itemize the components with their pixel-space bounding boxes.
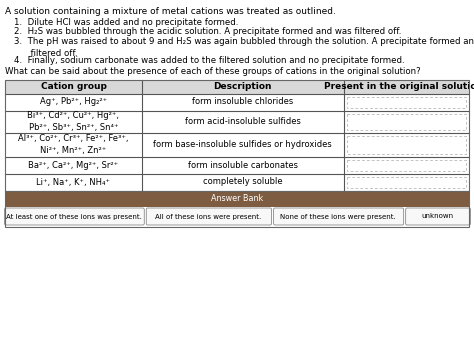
- Bar: [5, 80, 469, 191]
- Text: A solution containing a mixture of metal cations was treated as outlined.: A solution containing a mixture of metal…: [5, 7, 336, 16]
- Text: At least one of these ions was present.: At least one of these ions was present.: [6, 213, 142, 219]
- Bar: [5, 133, 469, 156]
- FancyBboxPatch shape: [4, 208, 144, 225]
- FancyBboxPatch shape: [406, 208, 471, 225]
- Text: Li⁺, Na⁺, K⁺, NH₄⁺: Li⁺, Na⁺, K⁺, NH₄⁺: [36, 177, 110, 186]
- Text: 2.  H₂S was bubbled through the acidic solution. A precipitate formed and was fi: 2. H₂S was bubbled through the acidic so…: [14, 27, 401, 36]
- FancyBboxPatch shape: [346, 176, 466, 188]
- Bar: [5, 191, 469, 207]
- Text: Ag⁺, Pb²⁺, Hg₂²⁺: Ag⁺, Pb²⁺, Hg₂²⁺: [40, 98, 107, 107]
- Text: form insoluble chlorides: form insoluble chlorides: [192, 98, 293, 107]
- Bar: [5, 156, 469, 173]
- Text: Description: Description: [214, 82, 272, 91]
- Text: Answer Bank: Answer Bank: [211, 194, 263, 203]
- Text: unknown: unknown: [421, 213, 454, 219]
- Text: form insoluble carbonates: form insoluble carbonates: [188, 161, 298, 170]
- Text: Al³⁺, Co²⁺, Cr³⁺, Fe²⁺, Fe³⁺,
Ni²⁺, Mn²⁺, Zn²⁺: Al³⁺, Co²⁺, Cr³⁺, Fe²⁺, Fe³⁺, Ni²⁺, Mn²⁺…: [18, 135, 128, 155]
- FancyBboxPatch shape: [346, 113, 466, 129]
- Text: Ba²⁺, Ca²⁺, Mg²⁺, Sr²⁺: Ba²⁺, Ca²⁺, Mg²⁺, Sr²⁺: [28, 161, 118, 170]
- Text: 3.  The pH was raised to about 9 and H₂S was again bubbled through the solution.: 3. The pH was raised to about 9 and H₂S …: [14, 37, 474, 58]
- Text: What can be said about the presence of each of these groups of cations in the or: What can be said about the presence of e…: [5, 67, 420, 76]
- Bar: [5, 93, 469, 110]
- FancyBboxPatch shape: [346, 97, 466, 108]
- Text: form base-insoluble sulfides or hydroxides: form base-insoluble sulfides or hydroxid…: [154, 140, 332, 149]
- FancyBboxPatch shape: [146, 208, 272, 225]
- Bar: [5, 80, 469, 93]
- Text: None of these ions were present.: None of these ions were present.: [280, 213, 396, 219]
- Bar: [5, 191, 469, 227]
- Text: 4.  Finally, sodium carbonate was added to the filtered solution and no precipit: 4. Finally, sodium carbonate was added t…: [14, 56, 405, 65]
- FancyBboxPatch shape: [346, 136, 466, 154]
- Text: Bi³⁺, Cd²⁺, Cu²⁺, Hg²⁺,
Pb²⁺, Sb³⁺, Sn²⁺, Sn⁴⁺: Bi³⁺, Cd²⁺, Cu²⁺, Hg²⁺, Pb²⁺, Sb³⁺, Sn²⁺…: [27, 111, 119, 131]
- Text: form acid-insoluble sulfides: form acid-insoluble sulfides: [185, 117, 301, 126]
- Text: Cation group: Cation group: [40, 82, 106, 91]
- Text: Present in the original solution?: Present in the original solution?: [324, 82, 474, 91]
- FancyBboxPatch shape: [273, 208, 404, 225]
- FancyBboxPatch shape: [346, 160, 466, 171]
- Text: All of these ions were present.: All of these ions were present.: [155, 213, 262, 219]
- Bar: [5, 110, 469, 133]
- Text: completely soluble: completely soluble: [203, 177, 283, 186]
- Bar: [5, 173, 469, 191]
- Text: 1.  Dilute HCl was added and no precipitate formed.: 1. Dilute HCl was added and no precipita…: [14, 18, 238, 27]
